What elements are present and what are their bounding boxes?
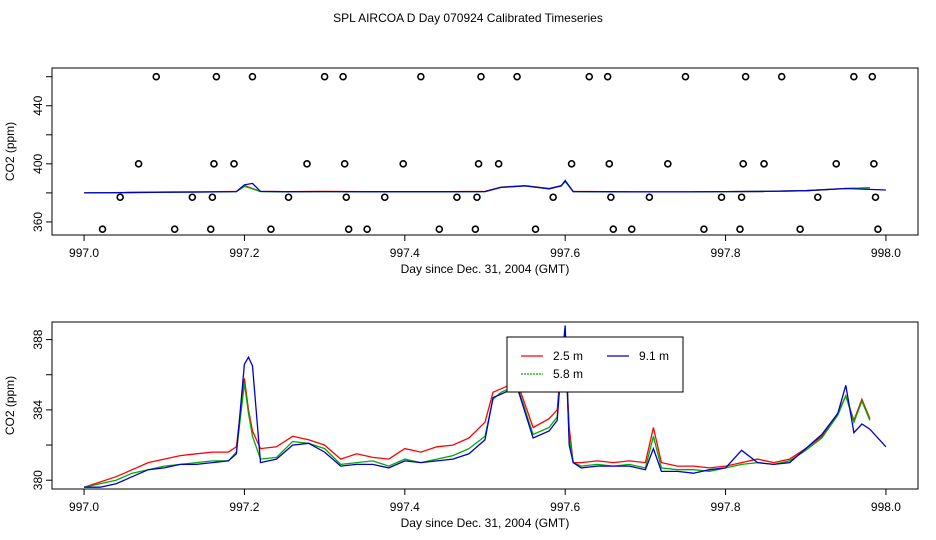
data-point xyxy=(700,225,708,233)
data-point xyxy=(208,193,217,202)
legend-label: 2.5 m xyxy=(553,349,583,363)
y-tick-label: 388 xyxy=(31,329,45,349)
data-point xyxy=(435,225,444,233)
data-point xyxy=(471,225,480,233)
data-point xyxy=(832,160,841,168)
data-point xyxy=(320,72,329,81)
data-point xyxy=(188,193,197,202)
data-point xyxy=(170,225,179,233)
y-tick-label: 360 xyxy=(31,212,45,232)
x-axis-label: Day since Dec. 31, 2004 (GMT) xyxy=(401,262,570,276)
x-tick-label: 997.2 xyxy=(229,500,259,514)
data-point xyxy=(134,160,143,168)
data-point xyxy=(717,193,726,202)
plot-frame xyxy=(51,321,919,490)
data-point xyxy=(585,72,594,81)
x-tick-label: 997.4 xyxy=(390,500,420,514)
data-point xyxy=(116,193,124,202)
y-axis-label: CO2 (ppm) xyxy=(3,376,17,435)
data-point xyxy=(340,160,349,168)
data-point xyxy=(399,160,408,168)
data-point xyxy=(681,72,690,81)
data-point xyxy=(736,225,744,233)
data-point xyxy=(874,225,882,233)
data-point xyxy=(609,225,618,233)
data-point xyxy=(284,193,293,202)
data-point xyxy=(796,225,804,233)
y-tick-label: 384 xyxy=(31,400,45,420)
top-panel: 997.0 997.2 997.4 997.6 997.8 998.0 360 400 440 D… xyxy=(3,67,919,276)
y-axis-label: CO2 (ppm) xyxy=(3,122,17,181)
data-point xyxy=(760,160,768,168)
data-point xyxy=(868,72,877,81)
data-point xyxy=(380,193,389,202)
data-point xyxy=(453,193,461,202)
x-tick-label: 997.8 xyxy=(711,246,741,260)
x-tick-label: 997.8 xyxy=(711,500,741,514)
data-point xyxy=(494,160,503,168)
data-point xyxy=(206,225,215,233)
x-tick-label: 997.6 xyxy=(550,246,580,260)
data-point xyxy=(549,193,557,202)
legend-label: 9.1 m xyxy=(639,349,669,363)
data-point xyxy=(342,193,351,202)
data-point xyxy=(513,72,521,81)
data-point xyxy=(531,225,540,233)
data-point xyxy=(267,225,275,233)
data-point xyxy=(230,160,238,168)
data-point xyxy=(477,72,485,81)
data-point xyxy=(871,193,880,202)
x-tick-label: 997.2 xyxy=(229,246,259,260)
series-line-5-8-m xyxy=(83,348,871,488)
series-line-9-1-m xyxy=(84,179,886,194)
data-point xyxy=(737,193,746,202)
data-point xyxy=(363,225,371,233)
series-line-9-1-m xyxy=(84,325,887,488)
x-tick-label: 997.6 xyxy=(550,500,580,514)
data-point xyxy=(474,160,483,168)
data-point xyxy=(605,160,614,168)
data-point xyxy=(813,193,822,202)
data-point xyxy=(212,72,221,81)
data-point xyxy=(339,72,347,81)
data-point xyxy=(417,72,425,81)
data-point xyxy=(303,160,311,168)
x-tick-label: 997.0 xyxy=(69,246,99,260)
data-point xyxy=(248,72,257,81)
legend-label: 5.8 m xyxy=(553,367,583,381)
legend-box xyxy=(506,336,684,393)
legend: 2.5 m 5.8 m 9.1 m xyxy=(506,336,684,393)
data-point xyxy=(210,160,218,168)
y-tick-label: 440 xyxy=(31,95,45,115)
chart-title: SPL AIRCOA D Day 070924 Calibrated Times… xyxy=(333,11,603,25)
series-line-2-5-m xyxy=(83,342,871,488)
plot-frame xyxy=(51,67,919,236)
data-point xyxy=(627,225,636,233)
bottom-panel: 997.0 997.2 997.4 997.6 997.8 998.0 380 384 388 D… xyxy=(3,321,919,530)
y-tick-label: 380 xyxy=(31,470,45,490)
data-point xyxy=(645,193,654,202)
x-tick-label: 997.4 xyxy=(390,246,420,260)
data-point xyxy=(567,160,576,168)
data-point xyxy=(870,160,878,168)
data-point xyxy=(607,193,615,202)
data-point xyxy=(473,193,481,202)
data-point xyxy=(98,225,107,233)
x-tick-label: 997.0 xyxy=(69,500,99,514)
data-point xyxy=(664,160,672,168)
data-point xyxy=(850,72,858,81)
data-point xyxy=(603,72,612,81)
data-point xyxy=(344,225,353,233)
data-point xyxy=(152,72,161,81)
data-point xyxy=(741,72,750,81)
y-tick-label: 400 xyxy=(31,154,45,174)
data-point xyxy=(777,72,786,81)
x-axis-label: Day since Dec. 31, 2004 (GMT) xyxy=(401,516,570,530)
data-point xyxy=(739,160,747,168)
x-tick-label: 998.0 xyxy=(871,500,901,514)
x-tick-label: 998.0 xyxy=(871,246,901,260)
